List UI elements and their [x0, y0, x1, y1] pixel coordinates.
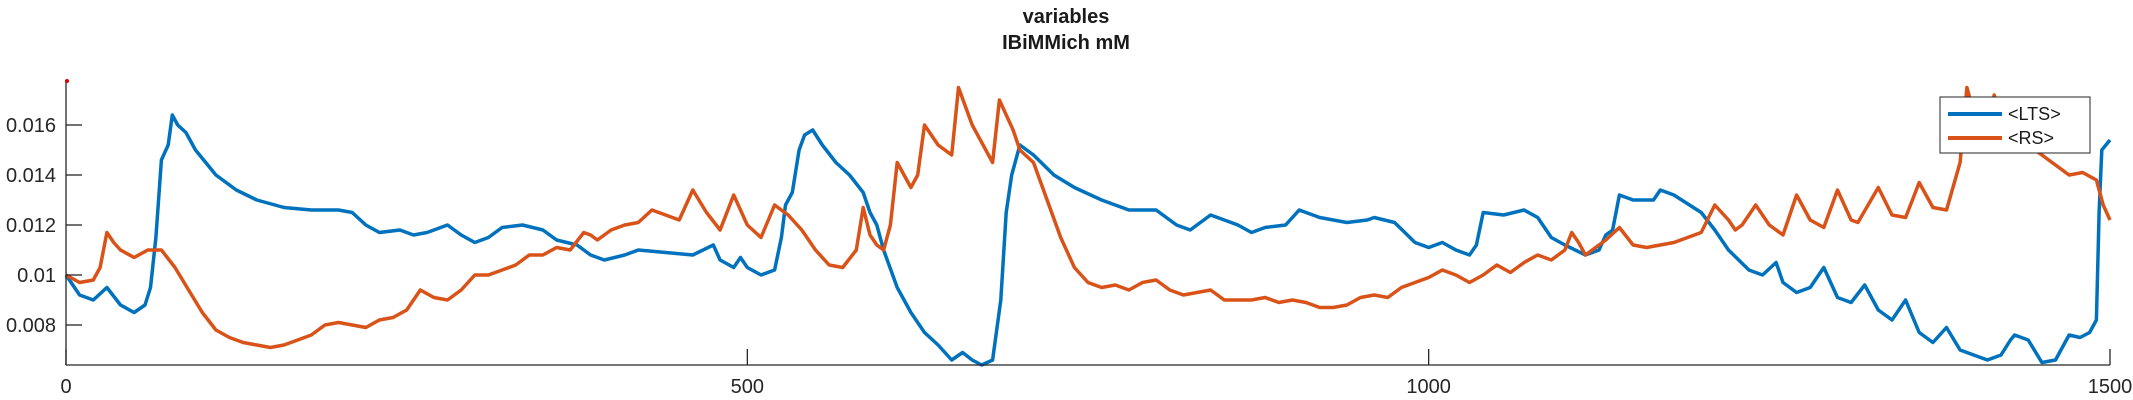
y-tick-label: 0.008 — [6, 315, 56, 337]
legend: <LTS> <RS> — [1939, 96, 2091, 154]
y-axis-ticks: 0.008 0.01 0.012 0.014 0.016 — [6, 115, 82, 337]
y-tick-label: 0.01 — [17, 265, 56, 287]
chart-subtitle: IBiMMich mM — [1002, 32, 1130, 54]
y-tick-label: 0.014 — [6, 165, 56, 187]
y-tick-label: 0.016 — [6, 115, 56, 137]
series-line-lts — [64, 113, 2112, 367]
y-tick-label: 0.012 — [6, 215, 56, 237]
marker-dot — [65, 79, 69, 83]
x-axis-ticks: 0 500 1000 1500 — [60, 349, 2132, 398]
chart-title: variables — [1023, 6, 1110, 28]
x-tick-label: 500 — [731, 376, 764, 398]
x-tick-label: 0 — [60, 376, 71, 398]
legend-label-rs: <RS> — [2008, 128, 2054, 148]
series-layer — [64, 85, 2112, 367]
legend-label-lts: <LTS> — [2008, 104, 2061, 124]
x-tick-label: 1500 — [2088, 376, 2133, 398]
x-tick-label: 1000 — [1406, 376, 1451, 398]
plot-area: 0 500 1000 1500 0.008 0.01 0.012 0.014 0.016 — [6, 79, 2132, 398]
series-line-rs — [65, 85, 2112, 350]
legend-box — [1939, 96, 2091, 154]
